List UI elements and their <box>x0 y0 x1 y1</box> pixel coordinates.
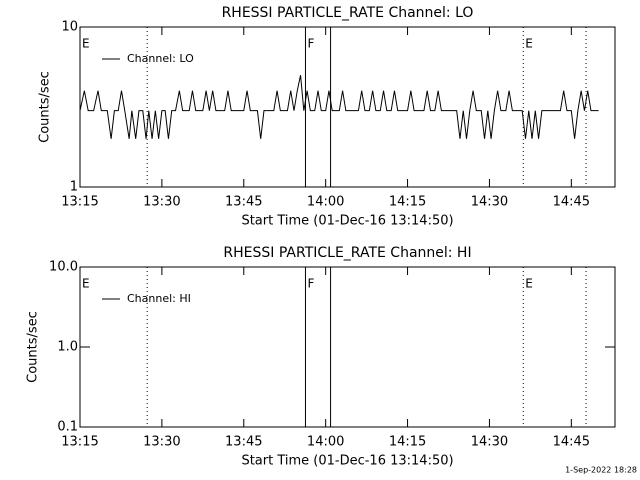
x-tick-label: 14:00 <box>307 195 344 210</box>
annotation: F <box>307 37 314 51</box>
x-axis-label: Start Time (01-Dec-16 13:14:50) <box>241 214 453 229</box>
x-tick-label: 13:30 <box>143 195 180 210</box>
y-tick-label: 0.1 <box>57 420 78 435</box>
data-line <box>79 75 599 139</box>
x-tick-label: 13:45 <box>225 435 262 450</box>
x-tick-label: 13:30 <box>143 435 180 450</box>
x-tick-label: 13:15 <box>61 435 98 450</box>
x-tick-label: 14:15 <box>389 195 426 210</box>
y-axis-label: Counts/sec <box>26 311 41 383</box>
annotation: E <box>82 37 90 51</box>
y-tick-label: 10.0 <box>49 260 78 275</box>
x-axis-label: Start Time (01-Dec-16 13:14:50) <box>241 454 453 469</box>
chart-title: RHESSI PARTICLE_RATE Channel: HI <box>223 245 471 261</box>
x-tick-label: 14:45 <box>553 195 590 210</box>
legend-label: Channel: HI <box>127 292 191 305</box>
chart-title: RHESSI PARTICLE_RATE Channel: LO <box>222 5 474 21</box>
legend-label: Channel: LO <box>127 52 194 65</box>
plot-frame <box>79 26 616 188</box>
annotation: E <box>525 277 533 291</box>
x-tick-label: 13:15 <box>61 195 98 210</box>
annotation: E <box>82 277 90 291</box>
y-axis-label: Counts/sec <box>38 71 53 143</box>
x-tick-label: 14:30 <box>471 195 508 210</box>
y-tick-label: 1 <box>70 180 78 195</box>
annotation: E <box>525 37 533 51</box>
x-tick-label: 14:30 <box>471 435 508 450</box>
y-tick-label: 1.0 <box>57 340 78 355</box>
x-tick-label: 13:45 <box>225 195 262 210</box>
x-tick-label: 14:00 <box>307 435 344 450</box>
annotation: F <box>307 277 314 291</box>
y-tick-label: 10 <box>61 20 78 35</box>
x-tick-label: 14:45 <box>553 435 590 450</box>
footer: 1-Sep-2022 18:28 <box>565 466 637 475</box>
x-tick-label: 14:15 <box>389 435 426 450</box>
